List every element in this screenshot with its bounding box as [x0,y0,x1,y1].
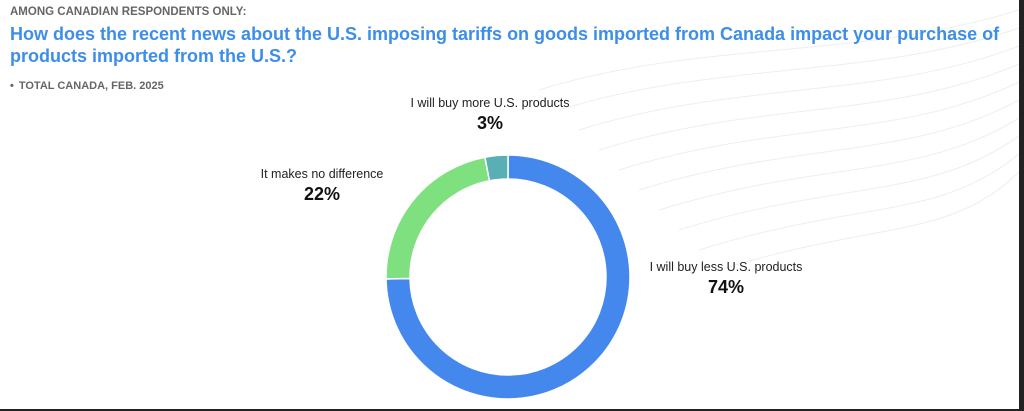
donut-slice-2 [484,154,509,182]
slice-value-2: 3% [477,113,503,133]
slice-value-0: 74% [708,277,744,297]
bullet-icon: • [10,80,14,92]
chart-title: How does the recent news about the U.S. … [10,24,1000,66]
slice-label-1: It makes no difference [261,167,384,181]
background-waves [538,9,1019,271]
base-label: TOTAL CANADA, FEB. 2025 [18,80,164,92]
base-note: • TOTAL CANADA, FEB. 2025 [10,80,164,92]
donut-slice-0 [385,154,631,400]
donut-slice-1 [385,156,491,280]
eyebrow-label: AMONG CANADIAN RESPONDENTS ONLY: [10,6,247,18]
slice-label-0: I will buy less U.S. products [650,260,803,274]
slice-label-2: I will buy more U.S. products [410,96,569,110]
slice-value-1: 22% [304,184,340,204]
